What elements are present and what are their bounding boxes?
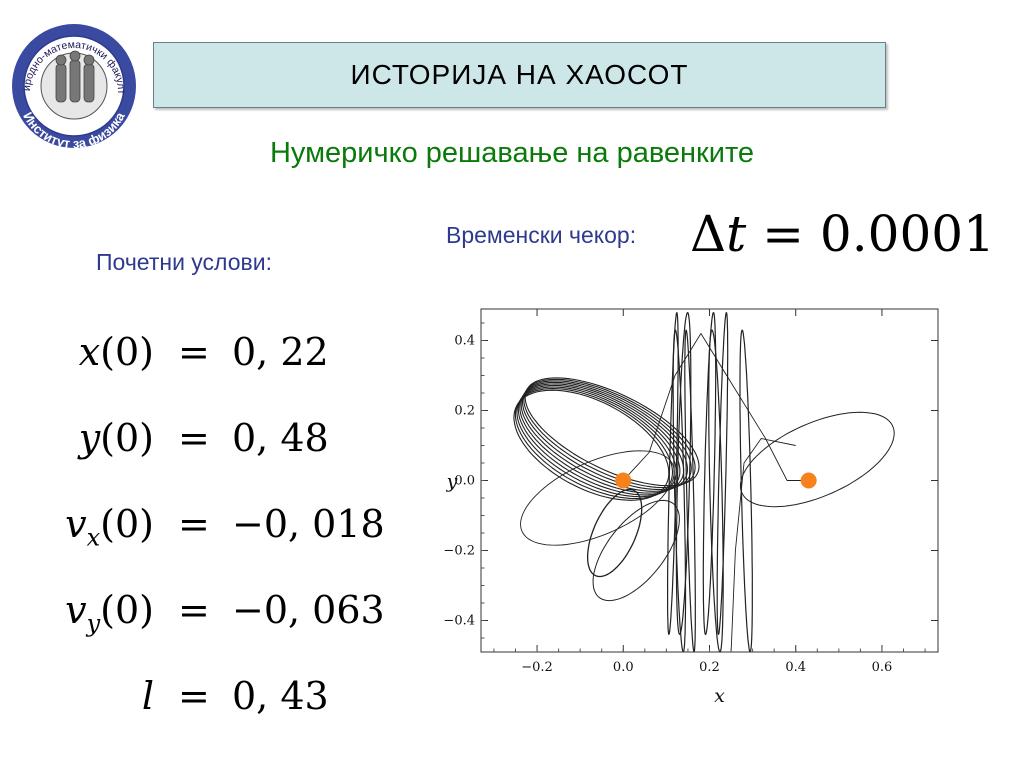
y-tick-label: −0.2 bbox=[443, 544, 475, 559]
equation-equals: = bbox=[178, 330, 210, 374]
timestep-value: 0.0001 bbox=[819, 205, 995, 263]
institute-logo: Природно-математички факултет Институт з… bbox=[4, 14, 136, 151]
equation-lhs: x(0) bbox=[78, 330, 154, 374]
x-tick-label: −0.2 bbox=[521, 660, 553, 675]
equation-lhs: l bbox=[141, 674, 154, 718]
trajectory-curve bbox=[716, 312, 729, 635]
timestep-equals: = bbox=[762, 205, 805, 263]
timestep-formula: Δt = 0.0001 bbox=[690, 205, 995, 263]
plot-points bbox=[615, 472, 817, 489]
slide-title: ИСТОРИЈА НА ХАОСОТ bbox=[350, 59, 689, 90]
trajectory-curve bbox=[520, 450, 675, 546]
trajectory-curve bbox=[730, 438, 796, 653]
x-axis-label: x bbox=[714, 685, 725, 707]
trajectory-curve bbox=[739, 329, 753, 653]
equation-vy0: vy(0) = −0, 063 bbox=[0, 588, 420, 648]
equation-value: 0, 43 bbox=[232, 674, 329, 718]
trajectory-curve bbox=[586, 488, 643, 578]
x-tick-label: 0.4 bbox=[785, 660, 806, 675]
x-tick-label: 0.6 bbox=[872, 660, 893, 675]
trajectory-curve bbox=[675, 312, 692, 635]
trajectory-curves bbox=[513, 312, 895, 653]
y-axis-label: y bbox=[446, 471, 458, 493]
equation-value: −0, 063 bbox=[232, 588, 385, 632]
equation-value: 0, 48 bbox=[232, 416, 329, 460]
delta-symbol: Δ bbox=[690, 205, 727, 263]
trajectory-curve bbox=[684, 329, 696, 653]
trajectory-curve bbox=[667, 312, 679, 635]
y-tick-label: 0.4 bbox=[454, 334, 475, 349]
initial-conditions-label: Почетни услови: bbox=[96, 249, 272, 275]
trajectory-curve bbox=[702, 312, 717, 635]
time-variable: t bbox=[726, 205, 747, 263]
equation-value: 0, 22 bbox=[232, 330, 329, 374]
trajectory-curve bbox=[524, 377, 700, 487]
equation-lhs: vx(0) bbox=[65, 502, 154, 552]
equation-vx0: vx(0) = −0, 018 bbox=[0, 502, 420, 562]
slide-subtitle: Нумеричко решавање на равенките bbox=[269, 137, 755, 169]
y-tick-label: 0.2 bbox=[454, 404, 475, 419]
equation-equals: = bbox=[178, 674, 210, 718]
trajectory-curve bbox=[739, 411, 895, 508]
equation-lhs: vy(0) bbox=[65, 588, 154, 638]
trajectory-curve bbox=[708, 329, 724, 653]
equation-equals: = bbox=[178, 588, 210, 632]
point-marker bbox=[615, 472, 632, 489]
equation-l: l = 0, 43 bbox=[0, 674, 420, 734]
timestep-label: Временски чекор: bbox=[446, 222, 637, 248]
point-marker bbox=[800, 472, 817, 489]
logo-figures-icon bbox=[55, 50, 95, 103]
equation-equals: = bbox=[178, 502, 210, 546]
x-tick-label: 0.0 bbox=[613, 660, 634, 675]
title-banner: ИСТОРИЈА НА ХАОСОТ bbox=[153, 42, 886, 108]
plot-axes: −0.2 0.0 0.2 0.4 0.6 −0.4 −0.2 0.0 0.2 0.4 x y bbox=[443, 308, 939, 707]
y-tick-label: 0.0 bbox=[454, 474, 475, 489]
equation-value: −0, 018 bbox=[232, 502, 385, 546]
trajectory-curve bbox=[672, 329, 687, 653]
equation-x0: x(0) = 0, 22 bbox=[0, 330, 420, 390]
trajectory-curve bbox=[622, 333, 809, 481]
trajectory-curve bbox=[592, 499, 680, 602]
equation-equals: = bbox=[178, 416, 210, 460]
equation-y0: y(0) = 0, 48 bbox=[0, 416, 420, 476]
equation-lhs: y(0) bbox=[78, 416, 154, 460]
trajectory-plot: −0.2 0.0 0.2 0.4 0.6 −0.4 −0.2 0.0 0.2 0.4 x y bbox=[443, 308, 939, 707]
x-tick-label: 0.2 bbox=[699, 660, 720, 675]
y-tick-label: −0.4 bbox=[443, 614, 475, 629]
